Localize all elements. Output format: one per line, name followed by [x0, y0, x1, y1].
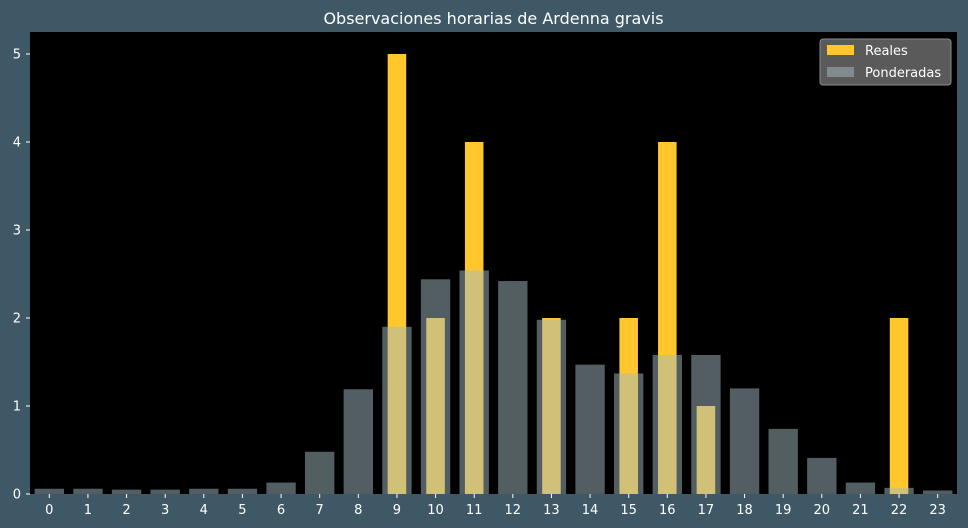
- x-tick-label-2: 2: [122, 503, 130, 518]
- y-axis: 0 1 2 3 4 5: [13, 48, 30, 503]
- x-tick-label-11: 11: [466, 503, 483, 518]
- x-tick-label-13: 13: [543, 503, 560, 518]
- y-tick-label-4: 4: [13, 136, 21, 151]
- bar-ponderadas-3: [150, 489, 180, 494]
- bar-ponderadas-8: [343, 389, 373, 494]
- y-tick-label-1: 1: [13, 400, 21, 415]
- bar-ponderadas-12: [498, 281, 528, 494]
- bar-ponderadas-13: [536, 319, 567, 494]
- x-axis: 0 1 2 3 4 5 6 7 8 9 10 11 12 13 14 15 16 17 18 19 20 21 22 23: [45, 494, 946, 518]
- bar-ponderadas-18: [729, 388, 760, 494]
- bar-ponderadas-10: [420, 279, 451, 494]
- bar-ponderadas-6: [266, 482, 296, 494]
- legend-swatch-ponderadas: [827, 67, 854, 77]
- x-tick-label-8: 8: [354, 503, 362, 518]
- x-tick-label-1: 1: [84, 503, 92, 518]
- legend: Reales Ponderadas: [819, 38, 952, 86]
- legend-swatch-reales: [827, 45, 854, 55]
- bar-ponderadas-15: [614, 373, 644, 494]
- x-tick-label-22: 22: [891, 503, 908, 518]
- chart-title: Observaciones horarias de Ardenna gravis: [323, 9, 663, 28]
- bar-ponderadas-14: [575, 364, 605, 494]
- y-tick-label-0: 0: [13, 488, 21, 503]
- x-tick-label-9: 9: [393, 503, 401, 518]
- x-tick-label-18: 18: [736, 503, 753, 518]
- bar-ponderadas-9: [382, 326, 412, 494]
- legend-label-ponderadas: Ponderadas: [865, 66, 941, 81]
- bar-ponderadas-5: [227, 488, 258, 494]
- bar-ponderadas-17: [691, 354, 721, 494]
- bar-ponderadas-20: [807, 457, 837, 494]
- series-ponderadas-bars: [34, 270, 953, 494]
- x-tick-label-21: 21: [852, 503, 869, 518]
- y-tick-label-2: 2: [13, 312, 21, 327]
- x-tick-label-12: 12: [505, 503, 522, 518]
- bar-reales-22: [889, 318, 909, 494]
- bar-ponderadas-4: [189, 488, 219, 494]
- bar-ponderadas-0: [34, 488, 64, 494]
- bar-ponderadas-1: [73, 488, 103, 494]
- bar-ponderadas-16: [652, 354, 682, 494]
- x-tick-label-10: 10: [427, 503, 444, 518]
- x-tick-label-6: 6: [277, 503, 285, 518]
- y-tick-label-5: 5: [13, 48, 21, 63]
- bar-ponderadas-19: [768, 428, 798, 494]
- x-tick-label-15: 15: [620, 503, 637, 518]
- x-tick-label-0: 0: [45, 503, 53, 518]
- bar-ponderadas-2: [111, 489, 142, 494]
- bar-ponderadas-23: [923, 490, 953, 494]
- bar-ponderadas-11: [459, 270, 489, 494]
- x-tick-label-16: 16: [659, 503, 676, 518]
- plot-area: [30, 32, 957, 494]
- bar-ponderadas-7: [305, 451, 335, 494]
- x-tick-label-14: 14: [582, 503, 599, 518]
- x-tick-label-5: 5: [238, 503, 246, 518]
- x-tick-label-7: 7: [316, 503, 324, 518]
- x-tick-label-20: 20: [814, 503, 831, 518]
- x-tick-label-23: 23: [929, 503, 946, 518]
- x-tick-label-19: 19: [775, 503, 792, 518]
- x-tick-label-3: 3: [161, 503, 169, 518]
- x-tick-label-4: 4: [200, 503, 208, 518]
- bar-ponderadas-21: [845, 482, 876, 494]
- legend-label-reales: Reales: [865, 44, 908, 59]
- bar-ponderadas-22: [884, 487, 914, 494]
- y-tick-label-3: 3: [13, 224, 21, 239]
- x-tick-label-17: 17: [698, 503, 715, 518]
